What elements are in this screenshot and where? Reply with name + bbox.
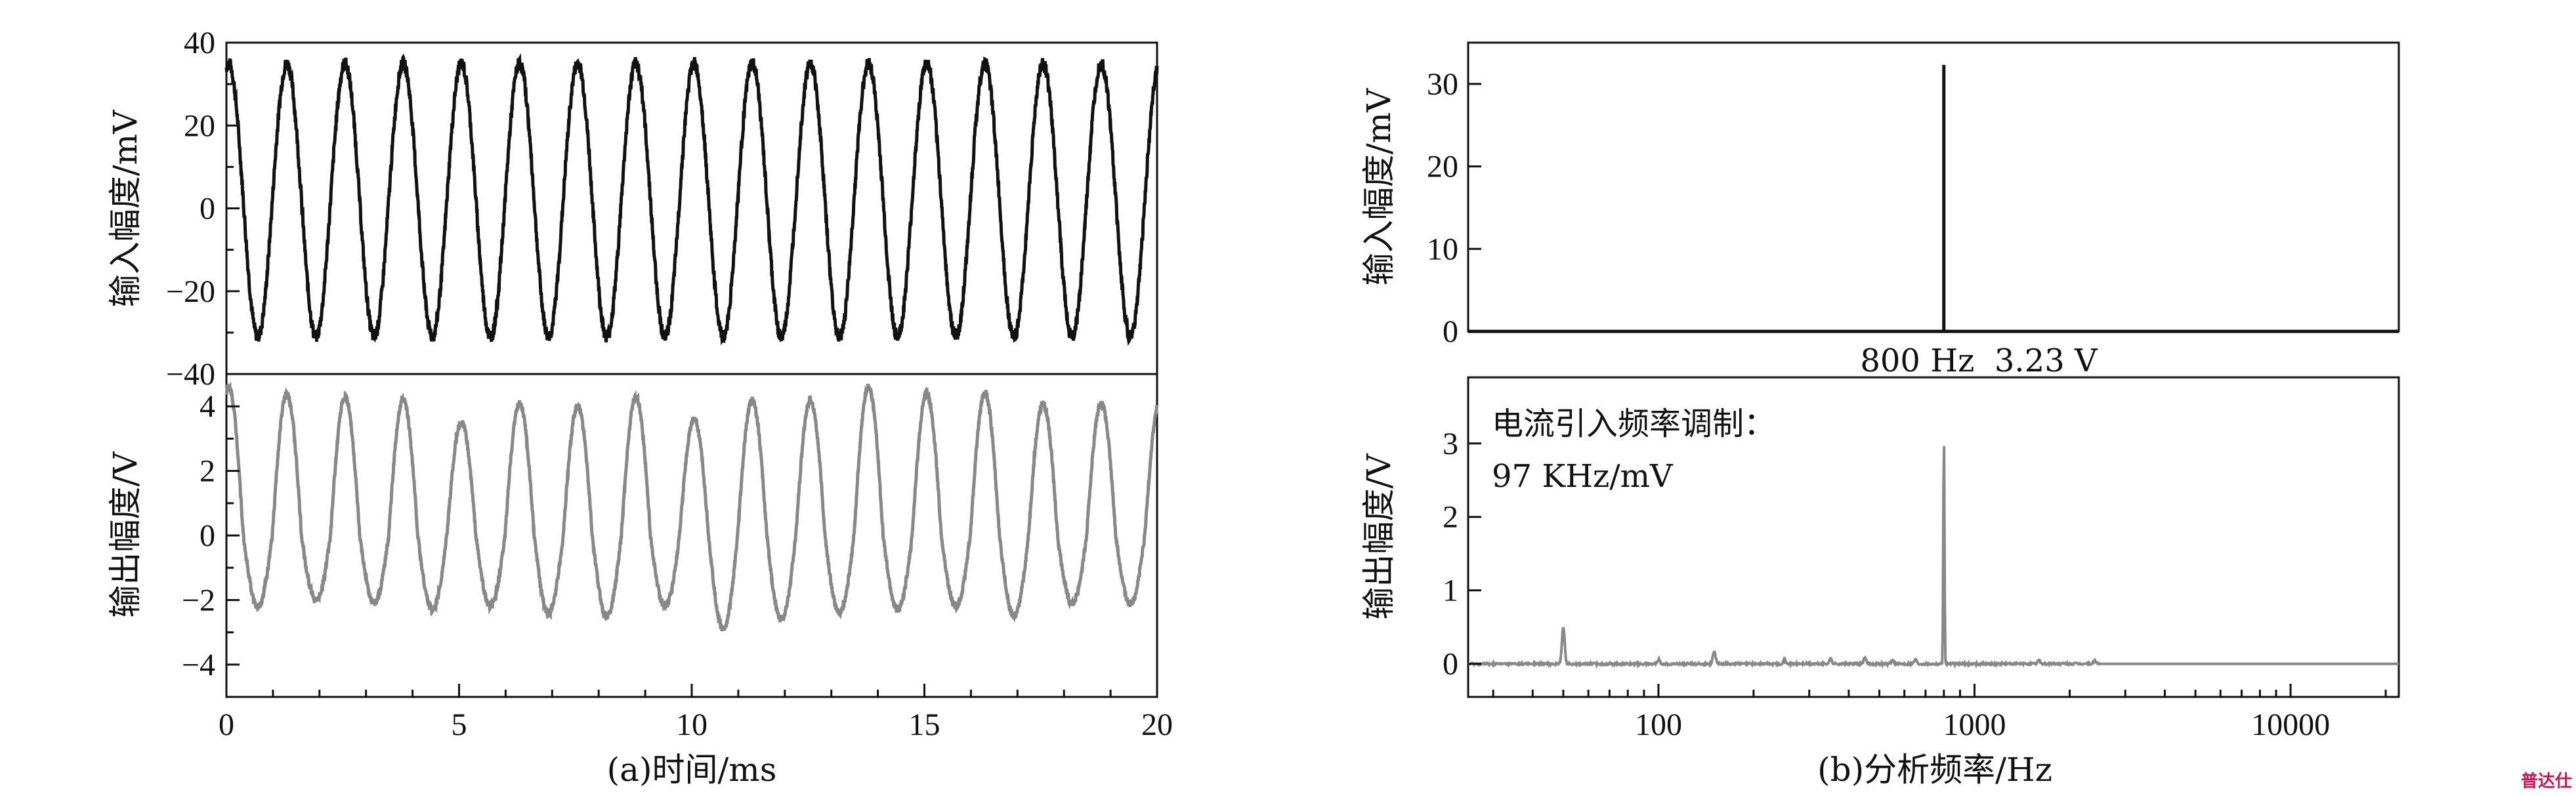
panel-a-top-y-tick-label: 0	[200, 192, 215, 226]
panel-b-top-ylabel: 输入幅度/mV	[1360, 88, 1398, 285]
panel-b-top-y-tick-label: 20	[1427, 150, 1458, 184]
panel-b-x-tick-label: 1000	[1943, 707, 2006, 742]
panel-b-top-y-tick-label: 0	[1443, 314, 1458, 349]
panel-b-bottom-ylabel: 输出幅度/V	[1360, 453, 1398, 620]
panel-a-top-y-tick-label: −40	[166, 357, 215, 392]
watermark-logo: 普达仕	[2520, 772, 2572, 791]
panel-b-bottom-y-tick-label: 1	[1443, 574, 1458, 608]
panel-a-top-y-tick-label: 20	[184, 108, 215, 143]
panel-a-top-y-tick-label: −20	[166, 274, 215, 309]
panel-b-bottom-y-tick-label: 2	[1443, 500, 1458, 535]
panel-b-modulation-label: 电流引入频率调制：	[1492, 406, 1775, 442]
panel-b-top-y-tick-label: 10	[1427, 232, 1458, 266]
panel-a-bottom-ylabel: 输出幅度/V	[106, 451, 144, 618]
panel-a-bottom-y-tick-label: 0	[200, 518, 215, 553]
panel-b-caption: (b)分析频率/Hz	[1817, 751, 2052, 789]
panel-a-bottom-y-tick-label: 2	[200, 454, 215, 489]
panel-b-bottom-y-tick-label: 3	[1443, 427, 1458, 461]
panel-b-bottom-y-tick-label: 0	[1443, 647, 1458, 682]
panel-b-x-tick-label: 100	[1635, 707, 1682, 742]
panel-b-x-tick-label: 10000	[2251, 707, 2330, 742]
panel-a-bottom-y-tick-label: 4	[200, 389, 215, 424]
panel-a-bottom-y-tick-label: −4	[182, 648, 215, 682]
panel-a-x-tick-label: 15	[909, 707, 940, 742]
panel-a-x-tick-label: 5	[452, 707, 467, 742]
panel-b-top-frame	[1467, 41, 2400, 333]
panel-a-output-series	[224, 381, 1159, 632]
panel-a-x-tick-label: 0	[219, 707, 234, 742]
panel-b-output-spectrum	[1467, 446, 2399, 669]
panel-b-ticks: 100 1000 10000 0 10 20 30 0 1 2 3	[1427, 67, 2387, 742]
panel-b-modulation-value: 97 KHz/mV	[1492, 458, 1674, 495]
panel-a-x-tick-label: 20	[1141, 707, 1173, 742]
panel-b: 100 1000 10000 0 10 20 30 0 1 2 3 800 Hz 3.23 V 电流…	[1360, 41, 2400, 789]
panel-a-input-series	[224, 52, 1159, 346]
panel-a-caption: (a)时间/ms	[607, 751, 777, 789]
panel-b-bottom-frame	[1467, 376, 2400, 698]
panel-b-top-y-tick-label: 30	[1427, 67, 1458, 102]
panel-b-peak-annotation: 800 Hz 3.23 V	[1860, 343, 2098, 379]
panel-a-top-ylabel: 输入幅度/mV	[106, 110, 144, 307]
panel-a-top-y-tick-label: 40	[184, 26, 215, 60]
panel-a-bottom-y-tick-label: −2	[182, 583, 215, 618]
panel-a-x-tick-label: 10	[676, 707, 707, 742]
